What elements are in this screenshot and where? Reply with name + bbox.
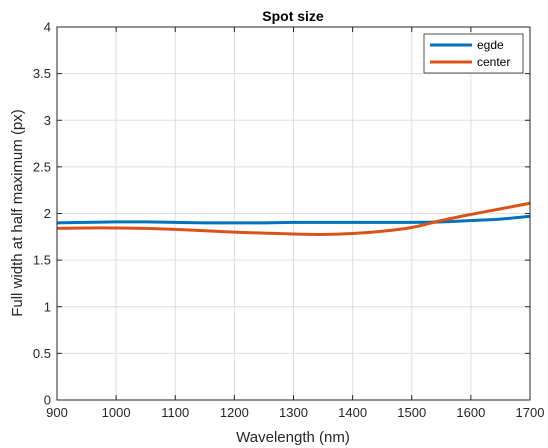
y-tick-label: 4: [44, 20, 51, 35]
y-tick-label: 2: [44, 206, 51, 221]
chart-title: Spot size: [262, 8, 324, 24]
y-tick-label: 1.5: [33, 253, 51, 268]
x-tick-label: 1200: [220, 405, 249, 420]
legend: egde center: [423, 33, 524, 74]
x-tick-label: 1500: [397, 405, 426, 420]
y-tick-label: 2.5: [33, 159, 51, 174]
legend-label-center: center: [477, 55, 510, 69]
tick-marks: [56, 26, 531, 401]
y-tick-label: 0: [44, 393, 51, 408]
y-tick-label: 3.5: [33, 66, 51, 81]
x-tick-label: 1100: [161, 405, 189, 420]
x-axis-title: Wavelength (nm): [236, 429, 350, 446]
series-layer: [56, 201, 531, 236]
y-tick-label: 3: [44, 113, 51, 128]
x-tick-label: 1400: [338, 405, 367, 420]
x-tick-label: 1000: [102, 405, 131, 420]
y-tick-label: 0.5: [33, 346, 51, 361]
x-tick-label: 1600: [456, 405, 485, 420]
x-tick-label: 900: [46, 405, 68, 420]
series-line-center: [56, 201, 531, 236]
x-tick-label: 1700: [516, 405, 545, 420]
y-tick-label: 1: [44, 299, 51, 314]
series-line-egde: [56, 214, 531, 225]
tick-labels: 900 1000 1100 1200 1300 1400 1500 1600 1700 0 0.5 1…: [33, 20, 545, 421]
legend-label-egde: egde: [477, 38, 504, 52]
x-tick-label: 1300: [279, 405, 308, 420]
legend-box: [423, 33, 524, 74]
y-axis-title: Full width at half maximum (px): [9, 109, 26, 317]
